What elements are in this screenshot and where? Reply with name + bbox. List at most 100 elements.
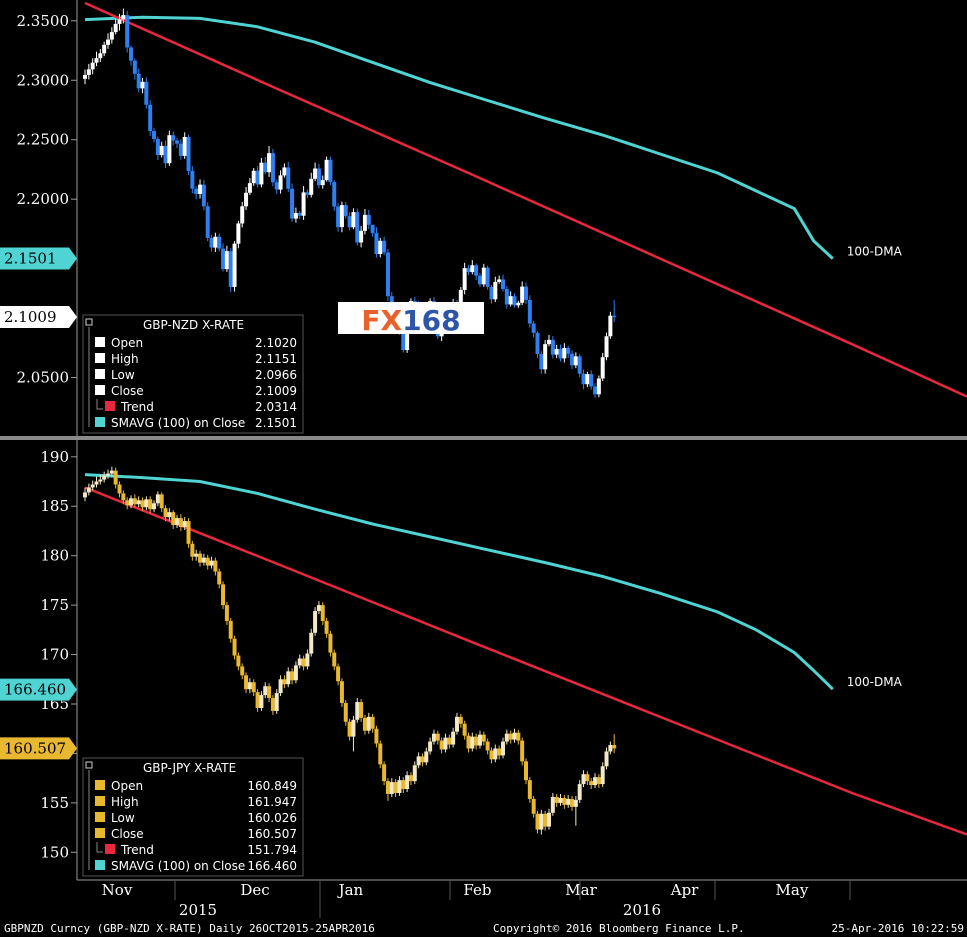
- sma-label: 100-DMA: [847, 245, 903, 259]
- candle-up: [86, 69, 91, 75]
- gbpjpy-panel: 150155160165170175180185190100-DMA166.46…: [0, 440, 967, 880]
- candle-up: [481, 267, 486, 285]
- candle-up: [355, 702, 360, 720]
- candle-down: [489, 286, 494, 300]
- candle-up: [278, 679, 283, 694]
- candle-up: [94, 58, 99, 63]
- legend-row-value: 2.0966: [255, 368, 297, 382]
- candle-up: [305, 653, 310, 667]
- legend-row-label: SMAVG (100) on Close: [111, 859, 245, 873]
- x-month-label: Dec: [240, 881, 269, 899]
- candle-up: [194, 553, 199, 557]
- candle-down: [589, 781, 594, 786]
- x-month-label: Jan: [337, 881, 364, 899]
- candle-up: [585, 374, 590, 385]
- legend-swatch: [95, 417, 105, 427]
- candle-up: [209, 560, 214, 566]
- candle-up: [500, 741, 505, 756]
- candle-down: [213, 560, 218, 572]
- candle-up: [520, 286, 525, 303]
- candle-up: [309, 632, 314, 654]
- candle-up: [339, 205, 344, 228]
- candle-down: [558, 348, 563, 359]
- candle-down: [121, 493, 126, 501]
- candle-down: [504, 289, 509, 305]
- candle-down: [477, 275, 482, 285]
- y-tick-label: 2.2000: [17, 190, 70, 208]
- sma-label: 100-DMA: [847, 675, 903, 689]
- legend-row-label: Close: [111, 827, 144, 841]
- sma-100-line: [84, 15, 834, 260]
- candle-up: [102, 44, 107, 54]
- footer-right: 25-Apr-2016 10:22:59: [832, 922, 964, 935]
- candle-down: [447, 737, 452, 745]
- candle-down: [527, 780, 532, 799]
- candle-up: [562, 347, 567, 359]
- x-year-label: 2015: [179, 901, 217, 919]
- candle-down: [374, 233, 379, 254]
- axis-value-tag-text: 2.1009: [4, 308, 57, 326]
- candle-up: [462, 268, 467, 290]
- candle-up: [577, 784, 582, 800]
- candle-up: [313, 168, 318, 179]
- legend-row-label: Open: [111, 779, 143, 793]
- candle-up: [412, 765, 417, 782]
- candle-down: [524, 761, 528, 781]
- candle-down: [474, 736, 479, 746]
- candle-down: [328, 633, 333, 653]
- candle-up: [274, 693, 279, 711]
- candle-down: [508, 733, 513, 740]
- candle-up: [251, 170, 256, 184]
- footer-left: GBPNZD Curncy (GBP-NZD X-RATE) Daily 26O…: [4, 922, 375, 935]
- candle-up: [167, 512, 172, 518]
- candle-up: [259, 162, 264, 185]
- candle-down: [244, 675, 249, 690]
- candle-up: [405, 775, 410, 790]
- candle-down: [570, 798, 575, 807]
- candle-down: [332, 182, 337, 207]
- candle-down: [347, 721, 352, 737]
- candle-down: [136, 73, 141, 89]
- candle-down: [550, 339, 555, 355]
- candle-down: [129, 47, 134, 61]
- candle-up: [604, 336, 609, 358]
- candle-down: [589, 374, 594, 387]
- candle-up: [98, 53, 103, 59]
- candle-up: [117, 19, 122, 24]
- candle-down: [332, 652, 337, 667]
- candle-up: [378, 240, 383, 254]
- candle-down: [117, 484, 122, 494]
- candle-down: [535, 813, 540, 830]
- axis-value-tag: [0, 247, 77, 270]
- candle-up: [98, 479, 103, 482]
- candle-up: [259, 695, 264, 708]
- legend-row-label: Trend: [120, 400, 154, 414]
- candle-down: [485, 267, 490, 287]
- candle-down: [466, 268, 471, 273]
- candle-down: [612, 745, 617, 749]
- candle-down: [516, 732, 521, 741]
- candle-down: [171, 512, 176, 526]
- y-tick-label: 155: [40, 794, 69, 812]
- candle-up: [573, 356, 578, 366]
- x-axis: Nov Dec Jan Feb Mar Apr May 2015 2016: [77, 879, 967, 919]
- candle-down: [125, 15, 130, 48]
- candle-up: [167, 135, 172, 164]
- legend-swatch: [95, 780, 105, 790]
- candle-up: [240, 206, 245, 224]
- candle-up: [547, 339, 552, 345]
- y-tick-label: 175: [40, 596, 69, 614]
- candle-down: [286, 167, 291, 189]
- candle-up: [397, 780, 402, 793]
- candle-up: [362, 214, 367, 231]
- candle-down: [382, 240, 387, 253]
- candle-up: [539, 813, 544, 830]
- legend-row-label: High: [111, 795, 139, 809]
- candle-down: [198, 553, 203, 563]
- candle-down: [531, 323, 536, 333]
- candle-up: [232, 243, 237, 287]
- candle-down: [290, 671, 295, 681]
- candle-down: [171, 135, 176, 141]
- candle-up: [573, 799, 578, 807]
- y-tick-label: 170: [40, 646, 69, 664]
